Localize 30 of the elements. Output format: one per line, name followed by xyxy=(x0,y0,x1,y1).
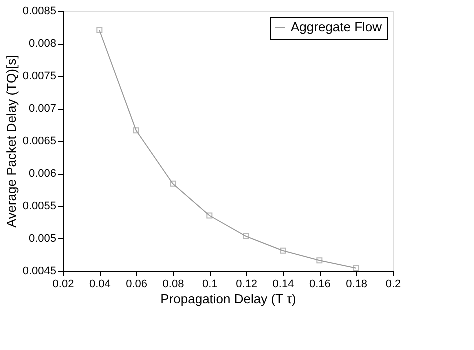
y-tick-label: 0.0055 xyxy=(22,200,56,212)
point xyxy=(170,180,176,187)
x-tick-label: 0.12 xyxy=(236,278,258,290)
x-tick-label: 0.02 xyxy=(52,278,74,290)
y-tick-label: 0.0065 xyxy=(22,136,56,148)
legend-label: Aggregate Flow xyxy=(291,20,383,34)
point xyxy=(96,28,103,34)
y-tick-label: 0.0045 xyxy=(22,266,56,278)
y-tick-label: 0.006 xyxy=(28,168,56,180)
y-tick-label: 0.007 xyxy=(28,103,56,115)
point xyxy=(353,265,360,272)
point xyxy=(243,234,250,240)
y-tick-label: 0.005 xyxy=(28,233,56,245)
x-tick-label: 0.2 xyxy=(386,278,402,290)
x-tick-label: 0.14 xyxy=(272,278,294,290)
x-tick-label: 0.04 xyxy=(89,278,111,290)
y-tick-label: 0.0085 xyxy=(22,6,56,18)
y-tick-label: 0.008 xyxy=(28,38,56,50)
y-axis-title: Average Packet Delay (TQ)[s] xyxy=(4,55,19,228)
y-tick-label: 0.0075 xyxy=(22,70,56,82)
x-tick-label: 0.1 xyxy=(202,278,218,290)
point xyxy=(280,248,286,254)
x-tick-label: 0.06 xyxy=(126,278,148,290)
point xyxy=(133,128,140,134)
point xyxy=(316,258,323,264)
x-tick-label: 0.18 xyxy=(346,278,368,290)
x-tick-label: 0.08 xyxy=(162,278,184,290)
x-axis-title: Propagation Delay (T τ) xyxy=(160,292,296,306)
x-tick-label: 0.16 xyxy=(309,278,331,290)
point xyxy=(206,212,213,219)
